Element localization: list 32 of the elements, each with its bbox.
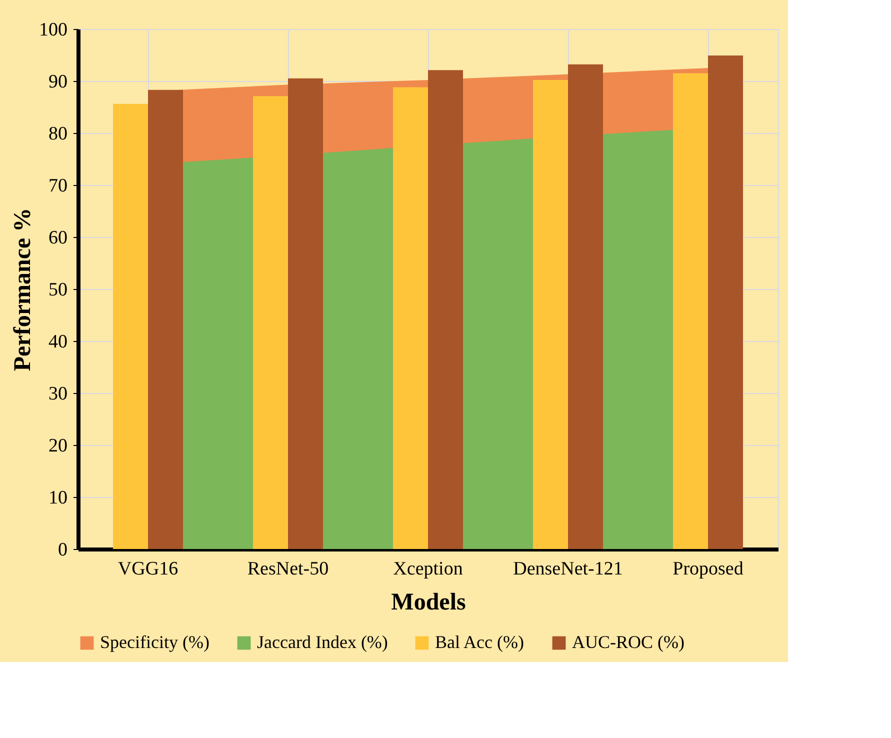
x-tick-label: DenseNet-121 bbox=[513, 558, 623, 580]
y-tick-label: 100 bbox=[39, 20, 68, 40]
y-tick-label: 80 bbox=[48, 124, 68, 144]
y-tick-label: 30 bbox=[48, 384, 68, 404]
bar bbox=[533, 80, 568, 549]
y-axis-title: Performance % bbox=[10, 208, 36, 372]
legend-label: Specificity (%) bbox=[100, 632, 210, 652]
y-tick-label: 10 bbox=[48, 488, 68, 508]
x-axis-title: Models bbox=[391, 590, 466, 616]
bar bbox=[428, 70, 463, 549]
bar bbox=[148, 90, 183, 549]
x-tick-label: VGG16 bbox=[118, 558, 178, 580]
bar bbox=[253, 96, 288, 549]
x-tick-label: Xception bbox=[393, 558, 464, 580]
bar bbox=[113, 104, 148, 549]
y-tick-label: 60 bbox=[48, 228, 68, 248]
legend-label: Jaccard Index (%) bbox=[257, 632, 388, 652]
bar bbox=[708, 56, 743, 549]
bar bbox=[393, 87, 428, 549]
y-tick-label: 70 bbox=[48, 176, 68, 196]
bar bbox=[568, 64, 603, 549]
y-tick-label: 50 bbox=[48, 280, 68, 300]
bar bbox=[288, 78, 323, 549]
y-tick-label: 0 bbox=[58, 540, 68, 560]
x-tick-label: Proposed bbox=[672, 558, 744, 580]
y-tick-label: 20 bbox=[48, 436, 68, 456]
bar bbox=[673, 73, 708, 549]
legend-label: AUC-ROC (%) bbox=[572, 632, 684, 652]
y-tick-label: 90 bbox=[48, 72, 68, 92]
y-tick-label: 40 bbox=[48, 332, 68, 352]
x-tick-label: ResNet-50 bbox=[247, 558, 329, 580]
legend-label: Bal Acc (%) bbox=[435, 632, 524, 652]
